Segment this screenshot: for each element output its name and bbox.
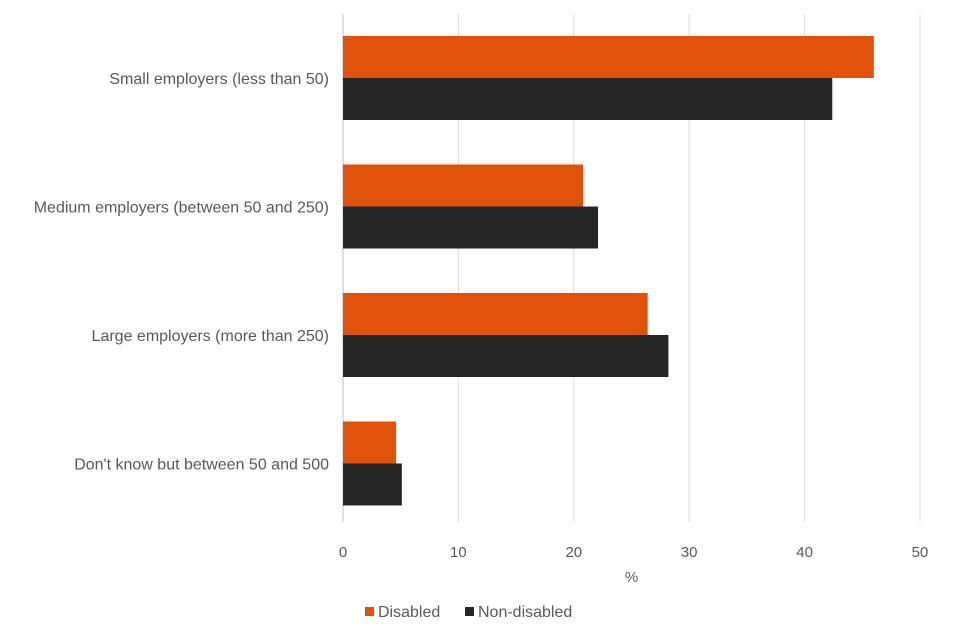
- bar-non-disabled-0: [343, 78, 833, 120]
- category-label: Medium employers (between 50 and 250): [34, 200, 329, 217]
- x-tick-label: 30: [681, 544, 698, 561]
- bars: [343, 36, 874, 506]
- bar-disabled-0: [343, 36, 874, 78]
- legend-swatch-non-disabled: [465, 607, 474, 616]
- category-labels: Small employers (less than 50) Medium emp…: [34, 71, 329, 474]
- x-tick-label: 50: [912, 544, 929, 561]
- bar-non-disabled-1: [343, 206, 599, 249]
- legend-label: Disabled: [378, 604, 440, 621]
- bar-non-disabled-3: [343, 463, 402, 506]
- x-tick-label: 10: [450, 544, 467, 561]
- x-tick-label: 40: [796, 544, 813, 561]
- x-tick-label: 0: [339, 544, 347, 561]
- bar-disabled-1: [343, 164, 584, 207]
- category-label: Don't know but between 50 and 500: [74, 457, 329, 474]
- x-tick-label: 20: [565, 544, 582, 561]
- legend: Disabled Non-disabled: [365, 604, 572, 621]
- x-tick-labels: 0 10 20 30 40 50: [339, 544, 929, 561]
- bar-disabled-2: [343, 293, 648, 335]
- category-label: Large employers (more than 250): [92, 328, 329, 345]
- bar-non-disabled-2: [343, 335, 669, 377]
- category-label: Small employers (less than 50): [109, 71, 329, 88]
- legend-swatch-disabled: [365, 607, 374, 616]
- legend-label: Non-disabled: [478, 604, 572, 621]
- bar-disabled-3: [343, 421, 397, 464]
- x-axis-title: %: [625, 569, 638, 586]
